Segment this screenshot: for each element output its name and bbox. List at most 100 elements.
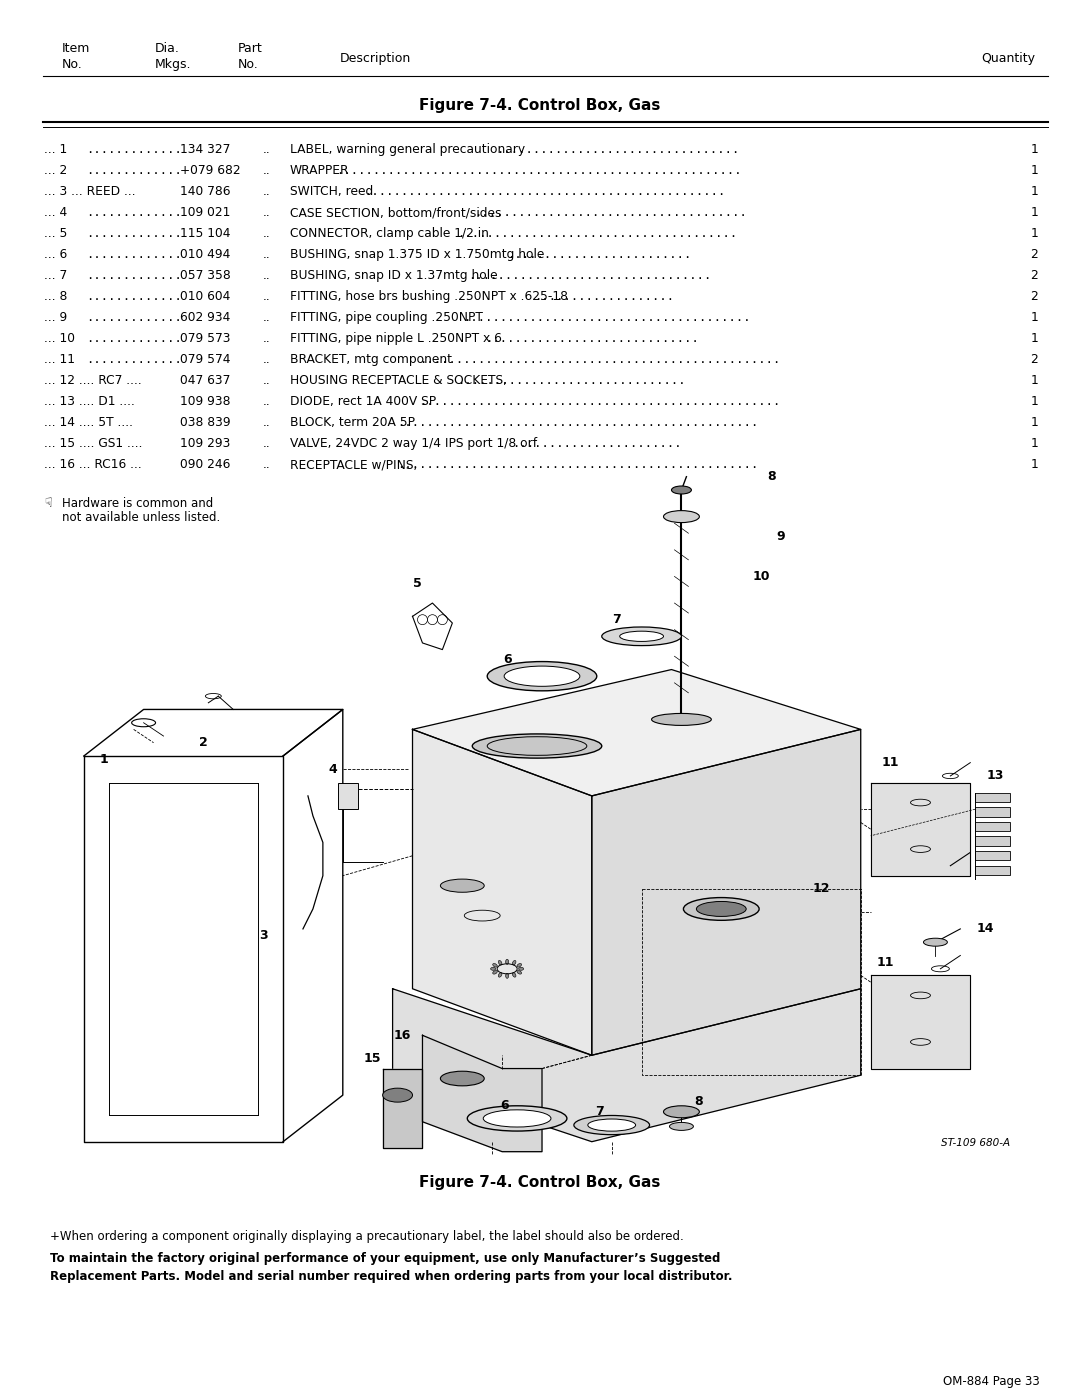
Text: Part: Part bbox=[238, 42, 262, 54]
Ellipse shape bbox=[498, 972, 502, 977]
Text: Hardware is common and: Hardware is common and bbox=[62, 497, 213, 510]
Text: ..: .. bbox=[264, 395, 271, 408]
Text: ..: .. bbox=[264, 205, 271, 219]
Text: .............: ............. bbox=[86, 205, 181, 219]
Text: 14: 14 bbox=[976, 922, 994, 936]
Text: ... 16 ... RC16 ...: ... 16 ... RC16 ... bbox=[44, 458, 141, 471]
Text: ... 8: ... 8 bbox=[44, 291, 67, 303]
Text: FITTING, pipe coupling .250NPT: FITTING, pipe coupling .250NPT bbox=[291, 312, 483, 324]
Ellipse shape bbox=[663, 511, 700, 522]
Text: ..: .. bbox=[264, 142, 271, 156]
Text: .....................................: ..................................... bbox=[474, 205, 747, 219]
Text: ..: .. bbox=[264, 458, 271, 471]
Text: 11: 11 bbox=[882, 756, 900, 770]
Text: 2: 2 bbox=[1030, 353, 1038, 366]
Polygon shape bbox=[413, 669, 861, 796]
Text: .............: ............. bbox=[86, 312, 181, 324]
Text: 5: 5 bbox=[414, 577, 422, 590]
Text: Figure 7-4. Control Box, Gas: Figure 7-4. Control Box, Gas bbox=[419, 1175, 661, 1190]
Text: BRACKET, mtg component: BRACKET, mtg component bbox=[291, 353, 453, 366]
Text: ... 7: ... 7 bbox=[44, 270, 67, 282]
Text: VALVE, 24VDC 2 way 1/4 IPS port 1/8 orf: VALVE, 24VDC 2 way 1/4 IPS port 1/8 orf bbox=[291, 437, 537, 450]
Text: Mkgs.: Mkgs. bbox=[156, 59, 191, 71]
Text: ... 14 .... 5T ....: ... 14 .... 5T .... bbox=[44, 416, 133, 429]
Text: 2: 2 bbox=[199, 736, 207, 749]
Text: .............: ............. bbox=[86, 291, 181, 303]
Text: 1: 1 bbox=[1030, 395, 1038, 408]
Text: 9: 9 bbox=[777, 529, 785, 543]
Polygon shape bbox=[382, 1069, 422, 1148]
Text: FITTING, pipe nipple L .250NPT x 6: FITTING, pipe nipple L .250NPT x 6 bbox=[291, 332, 502, 345]
Text: .............................: ............................. bbox=[485, 332, 699, 345]
Text: 047 637: 047 637 bbox=[180, 374, 230, 387]
Text: 1: 1 bbox=[1030, 458, 1038, 471]
Text: ...................: ................... bbox=[535, 291, 675, 303]
Text: 079 573: 079 573 bbox=[180, 332, 230, 345]
Ellipse shape bbox=[517, 971, 522, 974]
Text: 1: 1 bbox=[1030, 416, 1038, 429]
Text: 8: 8 bbox=[767, 471, 775, 483]
Text: 8: 8 bbox=[694, 1095, 703, 1108]
Text: 090 246: 090 246 bbox=[180, 458, 230, 471]
Text: 010 494: 010 494 bbox=[180, 249, 230, 261]
Text: .............: ............. bbox=[86, 353, 181, 366]
Text: ... 5: ... 5 bbox=[44, 226, 67, 240]
Text: .............: ............. bbox=[86, 142, 181, 156]
Text: 6: 6 bbox=[500, 1098, 509, 1112]
Text: ..: .. bbox=[264, 184, 271, 198]
Text: LABEL, warning general precautionary: LABEL, warning general precautionary bbox=[291, 142, 525, 156]
Ellipse shape bbox=[504, 666, 580, 686]
Ellipse shape bbox=[517, 964, 522, 967]
Text: 6: 6 bbox=[503, 652, 512, 666]
Text: ... 15 .... GS1 ....: ... 15 .... GS1 .... bbox=[44, 437, 143, 450]
Bar bbox=[975, 851, 1010, 861]
Text: 4: 4 bbox=[328, 763, 337, 775]
Text: ...............................: ............................... bbox=[458, 374, 686, 387]
Text: ☟: ☟ bbox=[44, 497, 52, 510]
Text: ... 4: ... 4 bbox=[44, 205, 67, 219]
Text: 109 938: 109 938 bbox=[180, 395, 230, 408]
Text: 15: 15 bbox=[364, 1052, 381, 1065]
Ellipse shape bbox=[492, 964, 497, 967]
Text: ... 10: ... 10 bbox=[44, 332, 75, 345]
Text: 1: 1 bbox=[99, 753, 108, 766]
Ellipse shape bbox=[490, 967, 496, 971]
Polygon shape bbox=[870, 975, 970, 1069]
Text: 1: 1 bbox=[1030, 184, 1038, 198]
Polygon shape bbox=[592, 729, 861, 1055]
Text: .......................: ....................... bbox=[513, 437, 683, 450]
Ellipse shape bbox=[697, 901, 746, 916]
Ellipse shape bbox=[663, 1106, 700, 1118]
Text: ... 1: ... 1 bbox=[44, 142, 67, 156]
Polygon shape bbox=[422, 1035, 542, 1151]
Text: ST-109 680-A: ST-109 680-A bbox=[941, 1139, 1010, 1148]
Polygon shape bbox=[393, 989, 861, 1141]
Text: .................................: ................................. bbox=[469, 270, 712, 282]
Ellipse shape bbox=[651, 714, 712, 725]
Text: 109 293: 109 293 bbox=[180, 437, 230, 450]
Text: SWITCH, reed: SWITCH, reed bbox=[291, 184, 374, 198]
Text: 10: 10 bbox=[753, 570, 770, 583]
Text: ... 11: ... 11 bbox=[44, 353, 75, 366]
Text: No.: No. bbox=[62, 59, 83, 71]
Text: 2: 2 bbox=[1030, 270, 1038, 282]
Ellipse shape bbox=[487, 662, 597, 692]
Text: Item: Item bbox=[62, 42, 91, 54]
Text: 010 604: 010 604 bbox=[180, 291, 230, 303]
Text: ..: .. bbox=[264, 226, 271, 240]
Text: .................................................: ........................................… bbox=[397, 458, 758, 471]
Text: 1: 1 bbox=[1030, 163, 1038, 177]
Ellipse shape bbox=[498, 961, 502, 965]
Text: 3: 3 bbox=[259, 929, 268, 942]
Text: +079 682: +079 682 bbox=[180, 163, 241, 177]
Text: CASE SECTION, bottom/front/sides: CASE SECTION, bottom/front/sides bbox=[291, 205, 501, 219]
Text: .................................................: ........................................… bbox=[419, 395, 781, 408]
Text: WRAPPER: WRAPPER bbox=[291, 163, 350, 177]
Text: 109 021: 109 021 bbox=[180, 205, 230, 219]
Text: .................................................: ........................................… bbox=[419, 353, 781, 366]
Text: ... 6: ... 6 bbox=[44, 249, 67, 261]
Ellipse shape bbox=[468, 1106, 567, 1132]
Text: 038 839: 038 839 bbox=[180, 416, 231, 429]
Text: OM-884 Page 33: OM-884 Page 33 bbox=[943, 1375, 1040, 1389]
Text: ..: .. bbox=[264, 374, 271, 387]
